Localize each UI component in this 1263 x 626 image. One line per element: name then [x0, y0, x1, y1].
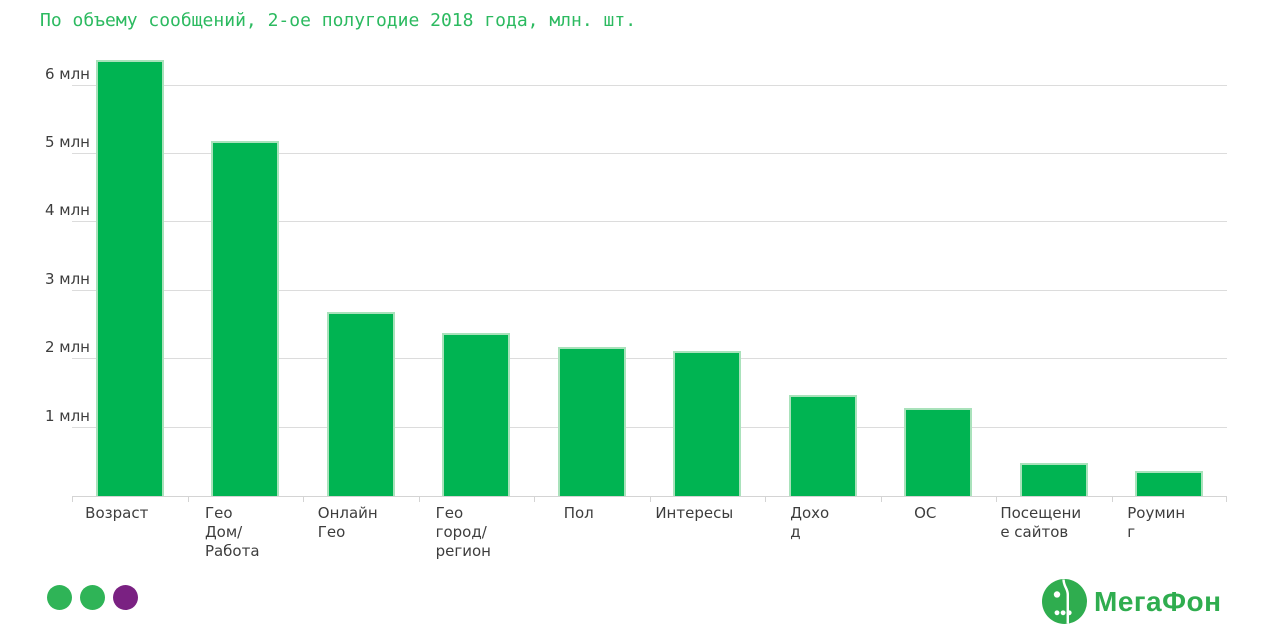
brand-logo: МегаФон	[1042, 579, 1222, 624]
pagination-dot-1[interactable]	[47, 585, 72, 610]
bar-3	[326, 312, 395, 496]
x-axis-tick	[72, 496, 73, 502]
x-axis-labels: Возраст Гео Дом/ Работа Онлайн Гео Гео горо…	[59, 504, 1214, 561]
x-tick-label: Роумин г	[1127, 504, 1186, 541]
x-axis-tick	[418, 496, 420, 502]
x-axis-tick	[303, 496, 304, 502]
bar-8	[904, 407, 973, 496]
x-axis-tick	[880, 496, 882, 502]
y-tick-label: 6 млн	[44, 64, 90, 83]
x-label-cell: Посещени е сайтов	[983, 504, 1099, 561]
x-label-cell: Роумин г	[1099, 504, 1215, 561]
gridline	[72, 221, 1227, 223]
y-tick-label: 5 млн	[44, 133, 90, 151]
bar-10	[1135, 470, 1204, 496]
x-axis-tick	[765, 496, 766, 502]
gridline	[72, 426, 1227, 428]
plot-area: 1 млн 2 млн 3 млн 4 млн 5 млн 6 млн	[45, 0, 1227, 502]
pagination-dot-2[interactable]	[80, 585, 105, 610]
bar-9	[1019, 463, 1088, 496]
x-tick-label: Посещени е сайтов	[1000, 504, 1082, 541]
x-label-cell: Пол	[521, 504, 637, 561]
x-axis-tick	[1111, 496, 1113, 502]
x-label-cell: Онлайн Гео	[290, 504, 406, 561]
x-axis-tick	[187, 496, 189, 502]
bar-4	[442, 333, 511, 496]
x-label-cell: Возраст	[59, 504, 175, 561]
carousel-pagination	[47, 585, 138, 610]
x-label-cell: Гео Дом/ Работа	[175, 504, 291, 561]
brand-wordmark: МегаФон	[1094, 585, 1222, 617]
x-tick-label: Возраст	[85, 504, 149, 522]
x-label-cell: Гео город/ регион	[406, 504, 522, 561]
x-axis-tick	[996, 496, 997, 502]
y-tick-label: 4 млн	[44, 201, 90, 220]
gridline	[72, 289, 1227, 291]
x-tick-label: Онлайн Гео	[317, 504, 378, 541]
x-axis-tick	[534, 496, 535, 502]
bar-1	[95, 60, 164, 496]
y-tick-label: 2 млн	[44, 338, 90, 357]
y-tick-label: 1 млн	[44, 406, 90, 425]
x-tick-label: Пол	[563, 504, 594, 522]
gridline	[72, 358, 1227, 360]
gridline	[72, 84, 1227, 86]
x-label-cell: Интересы	[637, 504, 753, 561]
chart-title: По объему сообщений, 2-ое полугодие 2018…	[40, 10, 637, 31]
x-tick-label: Дохо д	[790, 504, 830, 541]
x-tick-label: Гео Дом/ Работа	[204, 504, 260, 560]
y-tick-label: 3 млн	[44, 269, 90, 288]
x-label-cell: Дохо д	[752, 504, 868, 561]
x-tick-label: Интересы	[655, 504, 734, 522]
x-axis-tick	[649, 496, 651, 502]
x-tick-label: ОС	[914, 504, 937, 522]
bar-6	[673, 351, 742, 496]
bar-5	[557, 346, 626, 496]
x-tick-label: Гео город/ регион	[435, 504, 491, 560]
x-label-cell: ОС	[868, 504, 984, 561]
gridline	[72, 153, 1227, 154]
pagination-dot-3[interactable]	[113, 585, 138, 610]
bar-2	[211, 141, 280, 496]
bar-7	[788, 394, 857, 496]
megafon-logo-icon	[1042, 579, 1087, 624]
x-axis-tick	[1226, 496, 1227, 502]
